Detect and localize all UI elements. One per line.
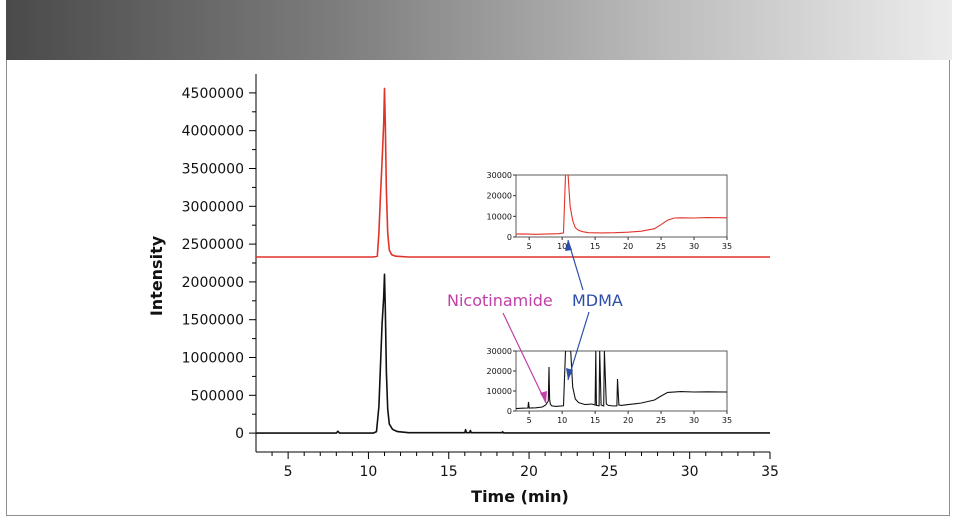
nicotinamide-arrow bbox=[502, 312, 547, 404]
inset-y-tick-label: 10000 bbox=[487, 212, 512, 221]
mdma-arrow-to-bottom-inset bbox=[567, 311, 590, 381]
x-tick-group: 5 10 15 20 25 30 35 bbox=[271, 452, 779, 480]
inset-series-line bbox=[516, 175, 727, 235]
nicotinamide-arrowhead bbox=[540, 391, 547, 403]
inset-y-tick-label: 0 bbox=[507, 407, 512, 416]
mdma-label: MDMA bbox=[572, 291, 623, 310]
x-tick-label: 25 bbox=[600, 464, 618, 480]
inset-x-tick-label: 5 bbox=[527, 416, 532, 425]
series-line-black bbox=[256, 273, 770, 434]
inset-x-tick-label: 15 bbox=[590, 242, 600, 251]
x-tick-label: 30 bbox=[681, 464, 699, 480]
inset-x-tick-label: 5 bbox=[527, 242, 532, 251]
inset-x-tick-label: 30 bbox=[689, 416, 699, 425]
nicotinamide-label: Nicotinamide bbox=[447, 291, 553, 310]
inset-x-tick-label: 20 bbox=[623, 242, 633, 251]
y-tick-label: 2500000 bbox=[182, 237, 244, 253]
inset-series-line bbox=[516, 351, 727, 410]
inset-frame bbox=[515, 174, 728, 238]
y-tick-group: 0 500000 1000000 1500000 2000000 2500000 30000… bbox=[182, 86, 256, 442]
x-axis-label: Time (min) bbox=[471, 487, 569, 506]
x-tick-label: 15 bbox=[440, 464, 458, 480]
y-axis-label: Intensity bbox=[147, 235, 166, 316]
inset-x-tick-label: 25 bbox=[656, 242, 666, 251]
y-tick-label: 3500000 bbox=[182, 162, 244, 178]
inset-x-tick-label: 15 bbox=[590, 416, 600, 425]
y-tick-label: 1500000 bbox=[182, 313, 244, 329]
chart-panel bbox=[6, 60, 950, 516]
x-tick-label: 35 bbox=[761, 464, 779, 480]
inset-y-tick-label: 0 bbox=[507, 233, 512, 242]
y-tick-label: 500000 bbox=[191, 388, 244, 404]
y-tick-label: 2000000 bbox=[182, 275, 244, 291]
inset-black-trace: 5 10 15 20 25 30 35 0 10000 20000 30000 bbox=[487, 347, 733, 425]
series-line-red bbox=[256, 87, 770, 258]
inset-x-tick-label: 10 bbox=[557, 242, 567, 251]
x-tick-label: 5 bbox=[284, 464, 293, 480]
series-group bbox=[256, 87, 770, 434]
y-tick-label: 4000000 bbox=[182, 124, 244, 140]
inset-red-trace: 5 10 15 20 25 30 35 0 10000 20000 30000 bbox=[487, 171, 733, 251]
inset-y-tick-label: 30000 bbox=[487, 171, 512, 180]
inset-x-tick-label: 25 bbox=[656, 416, 666, 425]
y-tick-label: 3000000 bbox=[182, 199, 244, 215]
annotation-arrows bbox=[502, 239, 590, 404]
mdma-arrowhead-bottom bbox=[566, 368, 573, 380]
x-tick-label: 20 bbox=[520, 464, 538, 480]
inset-frame bbox=[515, 350, 728, 412]
inset-x-tick-label: 35 bbox=[722, 416, 732, 425]
y-tick-label: 0 bbox=[235, 426, 244, 442]
inset-x-tick-label: 30 bbox=[689, 242, 699, 251]
inset-y-tick-label: 20000 bbox=[487, 367, 512, 376]
inset-y-tick-label: 20000 bbox=[487, 192, 512, 201]
mdma-arrowhead-top bbox=[565, 240, 572, 251]
inset-x-tick-label: 20 bbox=[623, 416, 633, 425]
main-axes: 5 10 15 20 25 30 35 05000001000000150000020000… bbox=[182, 74, 779, 480]
inset-x-tick-label: 10 bbox=[557, 416, 567, 425]
inset-y-tick-label: 30000 bbox=[487, 347, 512, 356]
x-tick-label: 10 bbox=[360, 464, 378, 480]
inset-y-tick-label: 10000 bbox=[487, 387, 512, 396]
header-banner bbox=[6, 0, 952, 60]
y-tick-label: 1000000 bbox=[182, 351, 244, 367]
inset-x-tick-label: 35 bbox=[722, 242, 732, 251]
y-tick-label: 4500000 bbox=[182, 86, 244, 102]
